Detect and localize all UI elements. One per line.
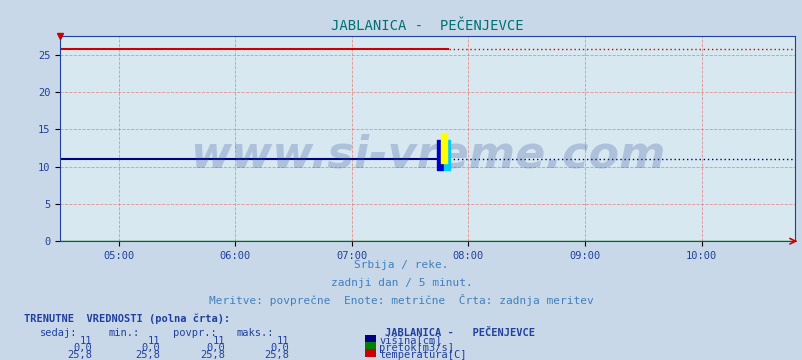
Text: 11: 11 — [212, 336, 225, 346]
Text: pretok[m3/s]: pretok[m3/s] — [379, 343, 453, 353]
Text: 25,8: 25,8 — [67, 350, 92, 360]
Text: temperatura[C]: temperatura[C] — [379, 350, 466, 360]
Text: zadnji dan / 5 minut.: zadnji dan / 5 minut. — [330, 278, 472, 288]
Text: višina[cm]: višina[cm] — [379, 336, 441, 346]
Text: Srbija / reke.: Srbija / reke. — [354, 260, 448, 270]
Text: 11: 11 — [276, 336, 289, 346]
Text: 25,8: 25,8 — [264, 350, 289, 360]
Text: 0,0: 0,0 — [270, 343, 289, 353]
Text: min.:: min.: — [108, 328, 140, 338]
Text: sedaj:: sedaj: — [40, 328, 78, 338]
Text: 0,0: 0,0 — [74, 343, 92, 353]
Text: 0,0: 0,0 — [206, 343, 225, 353]
Text: maks.:: maks.: — [237, 328, 274, 338]
Text: JABLANICA -   PEČENJEVCE: JABLANICA - PEČENJEVCE — [385, 328, 535, 338]
Text: povpr.:: povpr.: — [172, 328, 216, 338]
Text: 11: 11 — [148, 336, 160, 346]
Text: 11: 11 — [79, 336, 92, 346]
Text: TRENUTNE  VREDNOSTI (polna črta):: TRENUTNE VREDNOSTI (polna črta): — [24, 314, 230, 324]
Text: 0,0: 0,0 — [142, 343, 160, 353]
Text: 25,8: 25,8 — [200, 350, 225, 360]
Text: 25,8: 25,8 — [136, 350, 160, 360]
Text: Meritve: povprečne  Enote: metrične  Črta: zadnja meritev: Meritve: povprečne Enote: metrične Črta:… — [209, 294, 593, 306]
Text: www.si-vreme.com: www.si-vreme.com — [189, 134, 665, 176]
Title: JABLANICA -  PEČENJEVCE: JABLANICA - PEČENJEVCE — [331, 19, 523, 33]
